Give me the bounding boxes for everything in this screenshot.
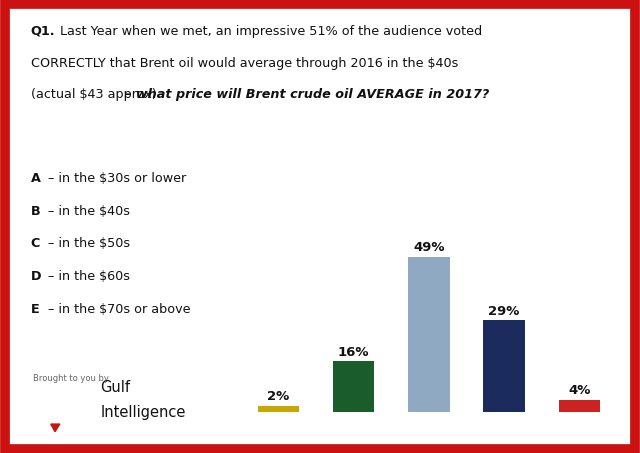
Bar	[333, 361, 374, 412]
Bar	[408, 257, 449, 412]
Text: GIQ: GIQ	[42, 393, 78, 411]
Text: 49%: 49%	[413, 241, 445, 254]
Polygon shape	[51, 424, 60, 432]
Text: Gulf: Gulf	[100, 380, 131, 395]
Text: 2%: 2%	[267, 390, 289, 403]
Text: B: B	[31, 205, 40, 218]
Text: Intelligence: Intelligence	[100, 405, 186, 419]
Text: D: D	[31, 270, 41, 283]
Text: 4%: 4%	[568, 384, 591, 397]
Text: – in the $40s: – in the $40s	[44, 205, 129, 218]
Bar	[483, 320, 525, 412]
Bar	[559, 400, 600, 412]
Text: – in the $70s or above: – in the $70s or above	[44, 303, 190, 316]
Text: – what price will Brent crude oil AVERAGE in 2017?: – what price will Brent crude oil AVERAG…	[125, 88, 490, 101]
Text: (actual $43 approx): (actual $43 approx)	[31, 88, 161, 101]
Text: C: C	[31, 237, 40, 251]
Text: 16%: 16%	[338, 346, 369, 359]
Text: – in the $50s: – in the $50s	[44, 237, 130, 251]
Text: Brought to you by: Brought to you by	[33, 374, 109, 383]
Text: 29%: 29%	[488, 305, 520, 318]
Text: A: A	[31, 172, 40, 185]
Text: Last Year when we met, an impressive 51% of the audience voted: Last Year when we met, an impressive 51%…	[56, 25, 483, 38]
Text: Q1.: Q1.	[31, 25, 55, 38]
Text: – in the $60s: – in the $60s	[44, 270, 129, 283]
Text: – in the $30s or lower: – in the $30s or lower	[44, 172, 186, 185]
Text: E: E	[31, 303, 39, 316]
Text: CORRECTLY that Brent oil would average through 2016 in the $40s: CORRECTLY that Brent oil would average t…	[31, 57, 458, 70]
Bar	[257, 406, 299, 412]
